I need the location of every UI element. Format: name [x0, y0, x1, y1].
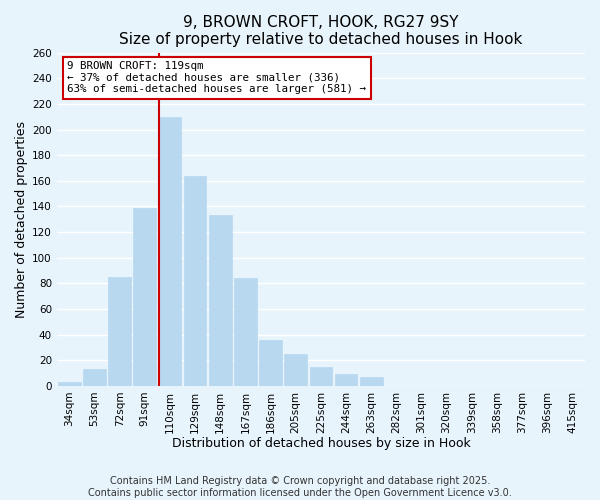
- Title: 9, BROWN CROFT, HOOK, RG27 9SY
Size of property relative to detached houses in H: 9, BROWN CROFT, HOOK, RG27 9SY Size of p…: [119, 15, 523, 48]
- Bar: [360, 377, 383, 386]
- Text: 9 BROWN CROFT: 119sqm
← 37% of detached houses are smaller (336)
63% of semi-det: 9 BROWN CROFT: 119sqm ← 37% of detached …: [67, 61, 367, 94]
- Bar: [259, 340, 282, 386]
- Y-axis label: Number of detached properties: Number of detached properties: [15, 121, 28, 318]
- Bar: [284, 354, 307, 386]
- Bar: [109, 277, 131, 386]
- Bar: [58, 382, 80, 386]
- Text: Contains HM Land Registry data © Crown copyright and database right 2025.
Contai: Contains HM Land Registry data © Crown c…: [88, 476, 512, 498]
- Bar: [209, 216, 232, 386]
- Bar: [234, 278, 257, 386]
- Bar: [184, 176, 206, 386]
- Bar: [310, 366, 332, 386]
- Bar: [158, 117, 181, 386]
- Bar: [83, 369, 106, 386]
- X-axis label: Distribution of detached houses by size in Hook: Distribution of detached houses by size …: [172, 437, 470, 450]
- Bar: [335, 374, 358, 386]
- Bar: [133, 208, 156, 386]
